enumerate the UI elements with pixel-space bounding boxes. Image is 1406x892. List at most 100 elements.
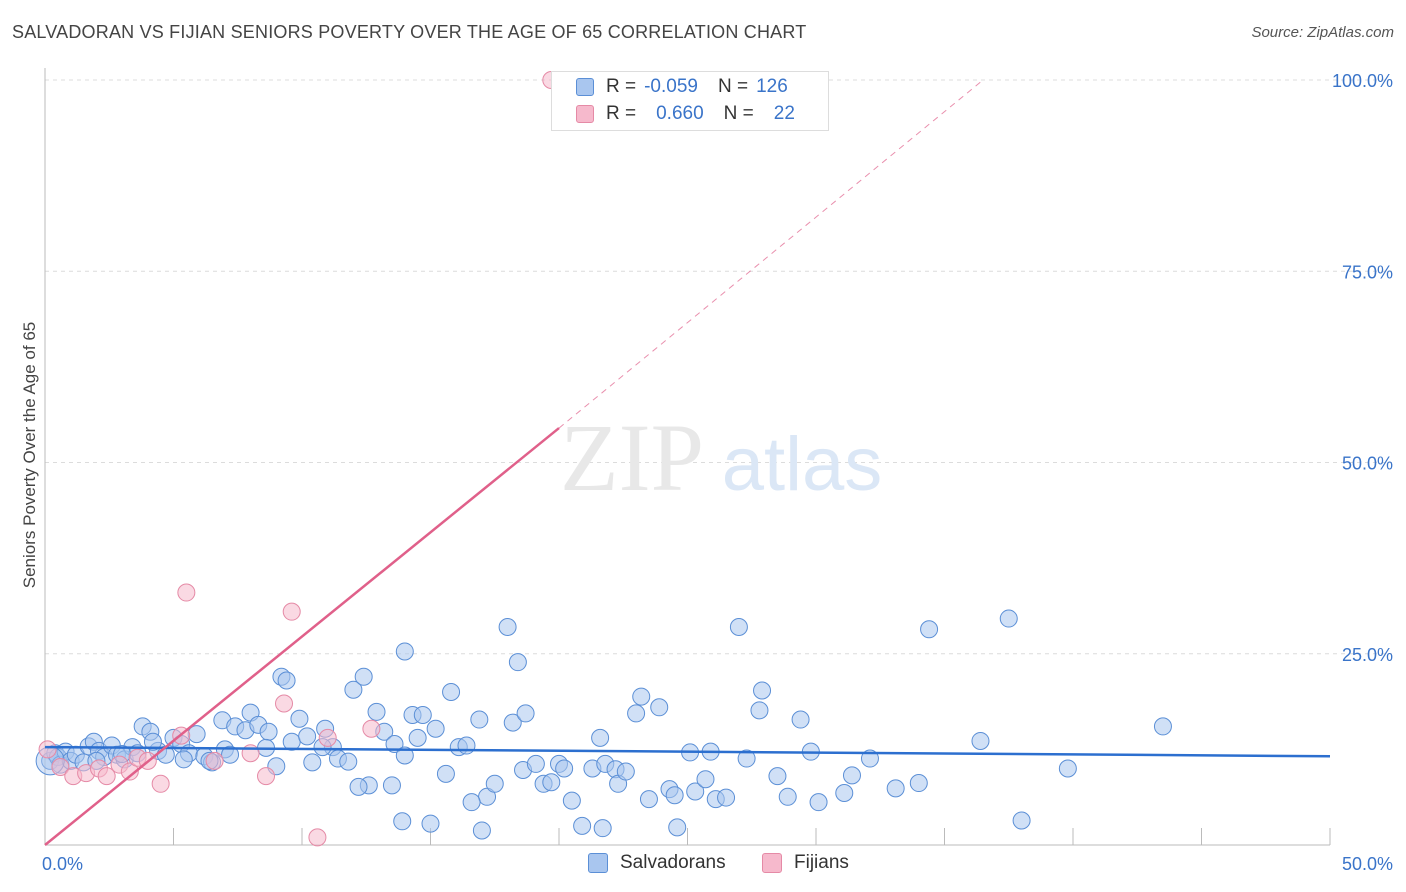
legend-row-fijians: R = 0.660 N = 22 — [576, 102, 795, 126]
salvadoran-point — [668, 818, 687, 837]
grid-lines — [45, 79, 1392, 655]
salvadoran-point — [442, 683, 461, 701]
salvadoran-point — [290, 709, 309, 728]
y-tick-label: 25.0% — [1342, 645, 1393, 665]
salvadoran-point — [542, 773, 561, 792]
salvadoran-point — [344, 680, 363, 699]
fijian-point — [318, 728, 337, 747]
salvadoran-point — [860, 749, 879, 768]
salvadoran-point — [562, 791, 581, 810]
salvadoran-point — [686, 782, 705, 801]
salvadoran-point — [886, 779, 905, 798]
legend-n-value: 22 — [773, 103, 795, 124]
salvadoran-point — [750, 701, 769, 720]
salvadoran-point — [221, 745, 240, 764]
salvadoran-point — [143, 732, 162, 751]
salvadoran-point — [737, 749, 756, 768]
legend-r-value: -0.059 — [644, 76, 698, 97]
fijians-points — [38, 71, 561, 847]
legend-r-label: R = — [606, 76, 637, 97]
legend-n-label: N = — [717, 76, 749, 97]
fijian-point — [120, 762, 139, 781]
legend-item-fijians[interactable]: Fijians — [762, 852, 849, 874]
legend-swatch-pink — [762, 853, 782, 873]
salvadoran-point — [395, 642, 414, 661]
legend-row-salvadorans: R = -0.059 N = 126 — [576, 75, 788, 99]
fijian-point — [241, 744, 260, 763]
legend-n-label: N = — [723, 103, 754, 124]
salvadoran-point — [920, 620, 939, 639]
salvadoran-point — [971, 731, 990, 750]
fijians-trend-line — [44, 427, 560, 846]
salvadoran-point — [508, 653, 527, 672]
salvadoran-point — [591, 728, 610, 747]
legend-swatch-blue — [576, 78, 594, 96]
watermark-atlas: atlas — [722, 422, 883, 507]
fijian-point — [97, 767, 116, 786]
salvadoran-point — [485, 774, 504, 793]
legend-r-label: R = — [606, 103, 637, 124]
salvadoran-point — [382, 776, 401, 795]
fijians-trend-extension — [558, 79, 984, 429]
salvadoran-point — [339, 752, 358, 771]
salvadoran-point — [842, 766, 861, 785]
y-tick-label: 50.0% — [1342, 454, 1393, 474]
salvadoran-point — [421, 814, 440, 833]
salvadoran-point — [436, 764, 455, 783]
salvadoran-point — [616, 762, 635, 781]
salvadoran-point — [768, 767, 787, 786]
salvadoran-point — [277, 671, 296, 690]
legend-label-salvadorans: Salvadorans — [620, 852, 726, 873]
salvadoran-point — [367, 702, 386, 721]
salvadorans-trend-line — [44, 745, 1331, 758]
salvadoran-point — [665, 786, 684, 805]
legend-swatch-pink — [576, 105, 594, 123]
salvadoran-point — [503, 713, 522, 732]
fijian-point — [38, 740, 57, 759]
salvadoran-point — [791, 710, 810, 729]
legend-r-value: 0.660 — [656, 103, 704, 124]
salvadoran-point — [729, 617, 748, 636]
salvadorans-points — [35, 609, 1172, 840]
salvadoran-point — [498, 617, 517, 636]
salvadoran-point — [385, 735, 404, 754]
salvadoran-point — [516, 704, 535, 723]
salvadoran-point — [413, 705, 432, 724]
trend-lines — [44, 79, 1331, 846]
fijian-point — [275, 694, 294, 713]
fijian-point — [51, 757, 70, 776]
salvadoran-point — [298, 727, 317, 746]
salvadoran-point — [809, 793, 828, 812]
salvadoran-point — [909, 774, 928, 793]
salvadoran-point — [1058, 759, 1077, 778]
fijian-point — [177, 583, 196, 602]
salvadoran-point — [717, 788, 736, 807]
salvadoran-point — [349, 777, 368, 796]
salvadoran-point — [627, 704, 646, 723]
salvadoran-point — [1153, 717, 1172, 736]
fijian-point — [282, 602, 301, 621]
salvadoran-point — [472, 821, 491, 840]
x-tick-label: 0.0% — [42, 854, 83, 874]
salvadoran-point — [573, 816, 592, 835]
salvadoran-point — [778, 787, 797, 806]
fijian-point — [362, 719, 381, 738]
legend-item-salvadorans[interactable]: Salvadorans — [588, 852, 726, 874]
salvadoran-point — [526, 754, 545, 773]
salvadoran-point — [395, 746, 414, 765]
salvadoran-point — [393, 812, 412, 831]
salvadoran-point — [462, 793, 481, 812]
legend-swatch-blue — [588, 853, 608, 873]
correlation-legend: R = -0.059 N = 126 R = 0.660 N = 22 — [551, 71, 829, 131]
fijian-point — [257, 767, 276, 786]
salvadoran-point — [639, 790, 658, 809]
fijian-point — [308, 828, 327, 847]
salvadoran-point — [470, 710, 489, 729]
salvadoran-point — [303, 753, 322, 772]
tick-labels: 100.0% 75.0% 50.0% 25.0% 0.0% 50.0% — [42, 71, 1393, 874]
salvadoran-point — [259, 722, 278, 741]
salvadoran-point — [1012, 811, 1031, 830]
fijian-point — [151, 774, 170, 793]
salvadoran-point — [753, 681, 772, 700]
